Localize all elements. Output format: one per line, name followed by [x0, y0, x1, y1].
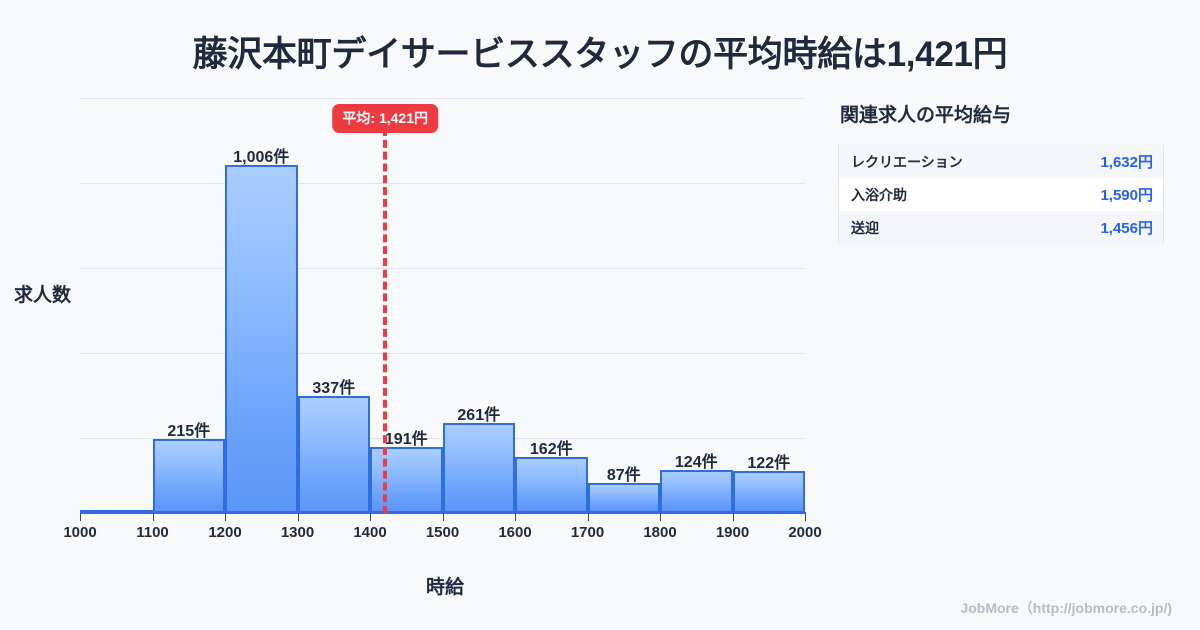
table-row[interactable]: 入浴介助 1,590円 — [839, 178, 1163, 211]
average-badge: 平均: 1,421円 — [332, 104, 439, 133]
x-axis-tick-label: 1000 — [63, 524, 97, 541]
histogram-bar — [515, 456, 588, 513]
x-axis-title: 時給 — [425, 577, 464, 598]
x-axis-tick — [225, 513, 226, 521]
x-axis-tick — [370, 513, 371, 521]
plot-area — [80, 98, 805, 513]
bar-value-label: 87件 — [606, 466, 641, 484]
x-axis-tick-label: 1700 — [570, 524, 605, 541]
table-row[interactable]: レクリエーション 1,632円 — [839, 145, 1163, 178]
x-axis-tick-label: 1300 — [280, 524, 315, 541]
related-job-name: レクリエーション — [851, 153, 963, 170]
related-job-salary: 1,590円 — [1100, 187, 1153, 204]
x-axis-tick — [297, 513, 299, 521]
related-job-salary: 1,632円 — [1100, 154, 1153, 171]
average-line — [383, 128, 388, 514]
x-axis-tick — [152, 513, 154, 521]
related-job-name: 入浴介助 — [851, 186, 907, 203]
footer-credit: JobMore（http://jobmore.co.jp/) — [960, 600, 1172, 616]
histogram-bar — [297, 396, 370, 513]
x-axis-tick-label: 1500 — [425, 524, 460, 541]
histogram-bar — [152, 438, 225, 513]
related-jobs-heading: 関連求人の平均給与 — [840, 105, 1012, 126]
x-axis-tick-label: 2000 — [788, 524, 822, 541]
table-row[interactable]: 送迎 1,456円 — [839, 211, 1163, 244]
x-axis-tick — [732, 513, 734, 521]
histogram-bar — [370, 446, 443, 513]
related-job-name: 送迎 — [851, 219, 879, 236]
y-axis-title: 求人数 — [14, 285, 72, 306]
gridline — [80, 183, 805, 184]
histogram-bar — [225, 165, 298, 513]
x-axis-tick-label: 1400 — [353, 524, 387, 541]
histogram-bar — [80, 510, 153, 513]
histogram-chart: 1000 1100 1200 1300 1400 1500 1600 1700 1800 1900… — [14, 98, 822, 598]
histogram-bar — [660, 470, 733, 513]
gridline — [80, 98, 805, 99]
related-job-salary: 1,456円 — [1100, 220, 1153, 237]
x-axis-tick — [442, 513, 444, 521]
bar-value-label: 1,006件 — [233, 149, 290, 167]
bar-value-label: 337件 — [312, 380, 356, 398]
histogram-bar — [587, 482, 660, 513]
x-axis-tick-label: 1200 — [208, 524, 242, 541]
histogram-bar — [732, 470, 805, 513]
x-axis-tick — [805, 513, 806, 521]
gridline — [80, 268, 805, 269]
gridline — [80, 353, 805, 354]
related-jobs-table: レクリエーション 1,632円入浴介助 1,590円送迎 1,456円 — [838, 145, 1164, 244]
x-axis-tick — [587, 513, 589, 521]
x-axis-tick-label: 1800 — [643, 524, 677, 541]
bar-value-label: 124件 — [674, 454, 718, 472]
page-title: 藤沢本町デイサービススタッフの平均時給は1,421円 — [192, 35, 1008, 74]
bar-value-label: 261件 — [457, 406, 501, 424]
x-axis-tick — [80, 513, 81, 521]
bar-value-label: 122件 — [747, 454, 791, 472]
x-axis-tick — [660, 513, 661, 521]
x-axis-tick-label: 1600 — [498, 524, 532, 541]
related-jobs-panel: 関連求人の平均給与 レクリエーション 1,632円入浴介助 1,590円送迎 1,45… — [838, 100, 1168, 244]
histogram-bar — [442, 422, 515, 513]
bar-value-label: 191件 — [384, 430, 428, 448]
bar-value-label: 162件 — [529, 440, 573, 458]
x-axis-tick-label: 1100 — [136, 524, 169, 541]
bar-value-label: 215件 — [167, 422, 211, 440]
x-axis-tick-label: 1900 — [715, 524, 750, 541]
x-axis-tick — [515, 513, 516, 521]
